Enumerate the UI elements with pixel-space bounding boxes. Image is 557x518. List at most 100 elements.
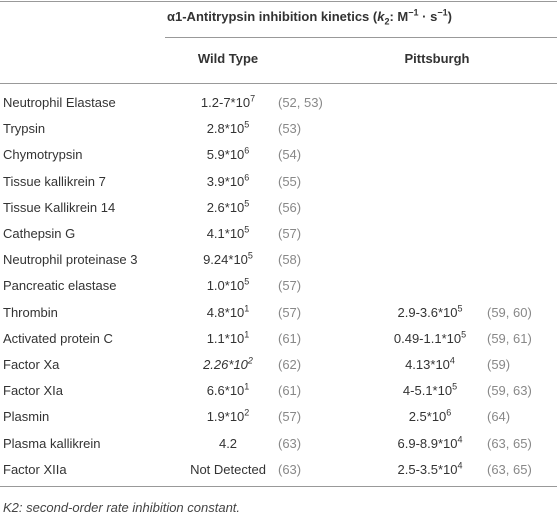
value-base: Not Detected — [190, 461, 266, 477]
value-base: 2.8*10 — [206, 121, 245, 137]
row-label: Neutrophil Elastase — [3, 95, 116, 110]
value-base: 1.1*10 — [206, 330, 245, 346]
title-text: : M — [389, 9, 409, 24]
value-exponent: 2 — [244, 408, 250, 419]
title-text: α1-Antitrypsin inhibition kinetics ( — [167, 9, 378, 24]
row-label: Trypsin — [3, 121, 46, 137]
value-exponent: 7 — [250, 93, 256, 104]
value: 2.26*102 — [203, 355, 253, 373]
reference: (56) — [278, 199, 302, 215]
value-base: 6.6*10 — [206, 383, 245, 399]
value-base: 1.2-7*10 — [200, 95, 251, 110]
reference: (59, 63) — [487, 383, 532, 399]
value-exponent: 5 — [452, 381, 458, 392]
value: 3.9*106 — [206, 173, 250, 190]
top-rule — [0, 1, 557, 2]
value: 4.1*105 — [206, 224, 250, 242]
row-label: Plasma kallikrein — [3, 435, 101, 451]
reference: (55) — [278, 173, 302, 189]
value: Not Detected — [190, 462, 266, 478]
reference: (59, 61) — [487, 330, 532, 346]
value-exponent: 5 — [244, 198, 250, 209]
value: 2.5-3.5*104 — [397, 460, 463, 478]
value-base: 5.9*10 — [206, 147, 245, 163]
reference: (63, 65) — [487, 461, 532, 477]
reference: (63, 65) — [487, 435, 532, 451]
bottom-rule — [0, 486, 557, 487]
reference: (59, 60) — [487, 304, 532, 320]
value-exponent: 5 — [461, 329, 467, 340]
value-exponent: 5 — [457, 303, 463, 314]
value-base: 2.9-3.6*10 — [397, 304, 458, 320]
row-label: Activated protein C — [3, 330, 113, 346]
value-base: 4.13*10 — [405, 357, 450, 372]
value-base: 4.8*10 — [206, 304, 245, 320]
value: 1.0*105 — [207, 278, 250, 294]
value: 4.2 — [219, 436, 237, 452]
value-exponent: 6 — [446, 408, 452, 419]
reference: (59) — [487, 357, 511, 372]
value-base: 2.5-3.5*10 — [397, 461, 458, 477]
value: 1.9*102 — [207, 409, 250, 425]
value-exponent: 5 — [244, 224, 250, 235]
reference: (64) — [487, 409, 511, 425]
value-exponent: 4 — [457, 460, 463, 471]
reference: (57) — [278, 278, 302, 294]
row-label: Cathepsin G — [3, 226, 76, 241]
reference: (57) — [278, 226, 302, 241]
value: 1.2-7*107 — [200, 93, 256, 111]
value-base: 4.2 — [218, 435, 238, 451]
reference: (53) — [278, 121, 302, 137]
value-exponent: 2 — [247, 355, 253, 366]
title-k: k — [377, 9, 385, 24]
value-base: 2.26*10 — [203, 357, 248, 372]
value: 2.8*105 — [206, 120, 250, 137]
value-exponent: 4 — [449, 355, 455, 366]
reference: (57) — [278, 409, 302, 425]
footnote: K2: second-order rate inhibition constan… — [3, 500, 241, 515]
column-header: Wild Type — [197, 51, 259, 66]
value: 4-5.1*105 — [402, 381, 458, 399]
value-exponent: 4 — [457, 434, 463, 445]
row-label: Factor XIIa — [3, 461, 67, 477]
value-exponent: 1 — [244, 381, 250, 392]
row-label: Thrombin — [3, 304, 58, 320]
title-sup: −1 — [437, 7, 448, 18]
value: 9.24*105 — [203, 250, 253, 268]
column-header: Pittsburgh — [404, 51, 470, 66]
value: 6.6*101 — [206, 381, 250, 399]
reference: (58) — [278, 252, 302, 268]
row-label: Factor Xa — [3, 357, 60, 372]
value-base: 4.1*10 — [206, 226, 245, 241]
value-base: 6.9-8.9*10 — [397, 435, 458, 451]
value-exponent: 1 — [244, 329, 250, 340]
value-base: 4-5.1*10 — [402, 383, 453, 399]
value-exponent: 6 — [244, 146, 250, 157]
value-exponent: 5 — [247, 250, 253, 261]
row-label: Pancreatic elastase — [3, 278, 117, 294]
value: 4.8*101 — [206, 303, 250, 321]
reference: (57) — [278, 304, 302, 320]
value: 2.9-3.6*105 — [397, 303, 463, 321]
row-label: Neutrophil proteinase 3 — [3, 252, 138, 268]
value-base: 1.0*10 — [206, 278, 245, 294]
reference: (63) — [278, 435, 302, 451]
title-text: · s — [418, 9, 438, 24]
value-exponent: 1 — [244, 303, 250, 314]
reference: (61) — [278, 383, 302, 399]
value-base: 2.5*10 — [408, 409, 447, 425]
value: 5.9*106 — [207, 147, 250, 163]
value-base: 3.9*10 — [206, 173, 245, 189]
value: 4.13*104 — [405, 355, 455, 373]
value: 2.5*106 — [409, 409, 452, 425]
table-title: α1-Antitrypsin inhibition kinetics (k2: … — [167, 7, 452, 26]
reference: (63) — [278, 461, 302, 477]
value-base: 1.9*10 — [206, 409, 245, 425]
header-bottom-rule — [0, 83, 557, 84]
value-base: 2.6*10 — [206, 199, 245, 215]
title-text: ) — [447, 9, 452, 24]
row-label: Tissue kallikrein 7 — [3, 173, 106, 189]
reference: (54) — [278, 147, 302, 163]
reference: (61) — [278, 330, 302, 346]
value: 6.9-8.9*104 — [397, 434, 463, 452]
